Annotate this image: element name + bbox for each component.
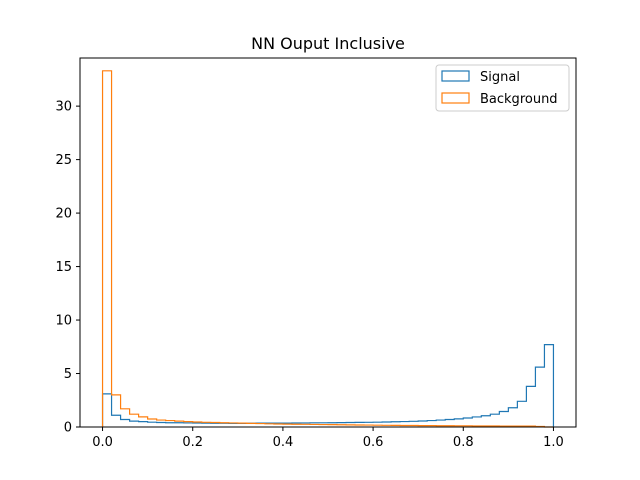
y-tick-label: 15 [55, 260, 72, 275]
chart-title: NN Ouput Inclusive [251, 34, 405, 53]
legend: Signal Background [435, 64, 570, 112]
series-step-0 [101, 344, 555, 427]
x-tick-label: 0.2 [182, 435, 203, 450]
x-tick-label: 0.4 [273, 435, 294, 450]
y-tick-label: 30 [55, 100, 72, 115]
legend-swatch-0 [441, 70, 470, 82]
y-tick-label: 0 [64, 421, 72, 436]
x-tick-label: 0.0 [92, 435, 113, 450]
x-axis: 0.0 0.2 0.4 0.6 0.8 1.0 [92, 427, 564, 450]
x-tick-label: 0.8 [453, 435, 474, 450]
series-layer [101, 70, 555, 428]
legend-swatch-1 [441, 92, 470, 104]
x-tick-label: 1.0 [543, 435, 564, 450]
x-tick-label: 0.6 [363, 435, 384, 450]
y-axis: 0 5 10 15 20 25 30 [55, 100, 80, 436]
y-tick-label: 5 [64, 367, 72, 382]
plot-frame [79, 57, 577, 428]
legend-label-0: Signal [480, 70, 520, 85]
y-tick-label: 25 [55, 153, 72, 168]
y-tick-label: 20 [55, 207, 72, 222]
series-step-1 [101, 70, 554, 428]
legend-label-1: Background [480, 92, 558, 107]
y-tick-label: 10 [55, 314, 72, 329]
